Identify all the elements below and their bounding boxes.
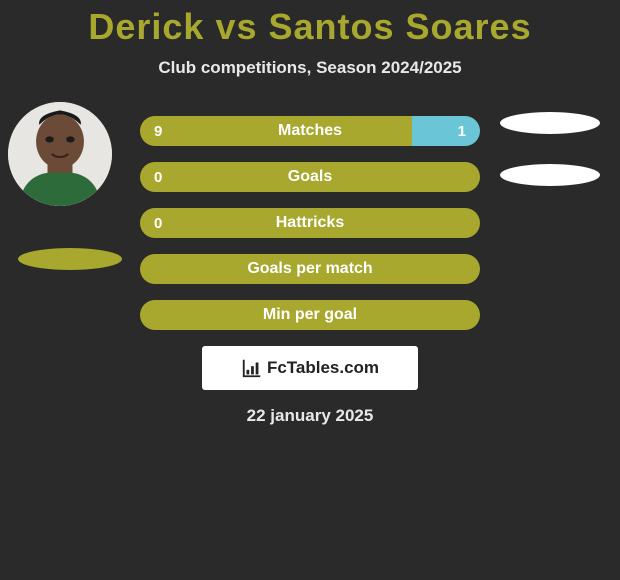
page-title: Derick vs Santos Soares bbox=[0, 0, 620, 48]
stat-bar-full bbox=[140, 300, 480, 330]
player-left-shadow bbox=[18, 248, 122, 270]
stat-bar-row: 91Matches bbox=[140, 116, 480, 146]
player-left-avatar bbox=[8, 102, 112, 206]
stat-bar-row: 0Goals bbox=[140, 162, 480, 192]
source-badge[interactable]: FcTables.com bbox=[202, 346, 418, 390]
player-right-ellipse-1 bbox=[500, 112, 600, 134]
player-right-ellipse-2 bbox=[500, 164, 600, 186]
snapshot-date: 22 january 2025 bbox=[0, 406, 620, 426]
avatar-placeholder-icon bbox=[8, 102, 112, 206]
page-subtitle: Club competitions, Season 2024/2025 bbox=[0, 58, 620, 78]
comparison-area: 91Matches 0Goals 0Hattricks Goals per match… bbox=[0, 116, 620, 330]
stat-bar-row: Min per goal bbox=[140, 300, 480, 330]
source-badge-text: FcTables.com bbox=[267, 358, 379, 378]
chart-icon bbox=[241, 357, 263, 379]
stat-bar-left-value: 0 bbox=[140, 162, 480, 192]
stat-bar-left: 9 bbox=[140, 116, 412, 146]
stat-bar-row: 0Hattricks bbox=[140, 208, 480, 238]
stat-bar-row: Goals per match bbox=[140, 254, 480, 284]
stat-bar-left-value: 0 bbox=[140, 208, 480, 238]
stat-bars: 91Matches 0Goals 0Hattricks Goals per match… bbox=[140, 116, 480, 330]
stat-bar-right: 1 bbox=[412, 116, 480, 146]
stat-bar-full bbox=[140, 254, 480, 284]
